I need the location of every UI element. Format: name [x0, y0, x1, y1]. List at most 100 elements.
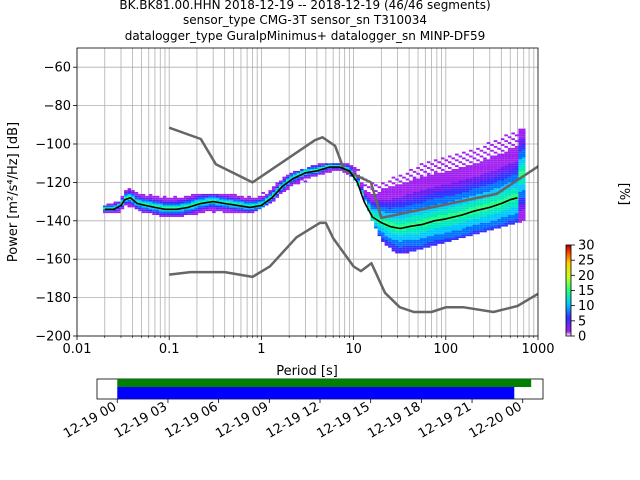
psd-histogram-cell: [437, 184, 442, 187]
psd-histogram-cell: [430, 182, 434, 185]
psd-histogram-cell: [419, 232, 424, 235]
psd-histogram-cell: [451, 199, 456, 202]
psd-histogram-cell: [476, 167, 480, 169]
psd-histogram-cell: [462, 205, 466, 208]
psd-histogram-cell: [391, 190, 396, 192]
psd-histogram-cell: [490, 220, 494, 223]
psd-histogram-cell: [194, 209, 199, 212]
psd-histogram-cell: [131, 201, 135, 204]
psd-histogram-cell: [409, 184, 413, 187]
psd-histogram-cell: [190, 203, 195, 206]
psd-histogram-cell: [155, 195, 160, 198]
psd-histogram-cell: [201, 209, 206, 212]
psd-histogram-cell: [173, 203, 177, 206]
psd-histogram-cell: [215, 197, 220, 200]
psd-histogram-cell: [395, 193, 399, 196]
psd-histogram-cell: [462, 216, 466, 219]
psd-histogram-cell: [381, 209, 385, 212]
psd-histogram-cell: [462, 176, 466, 179]
psd-histogram-cell: [236, 197, 241, 200]
timeline-tick-label: 12-19 12: [264, 399, 322, 441]
psd-histogram-cell: [476, 222, 480, 225]
psd-histogram-cell: [451, 211, 456, 214]
y-tick-label: −100: [35, 138, 71, 153]
psd-histogram-cell: [444, 180, 449, 183]
psd-histogram-cell: [409, 197, 413, 200]
psd-histogram-cell: [433, 240, 438, 242]
psd-histogram-cell: [155, 199, 160, 202]
psd-histogram-cell: [391, 236, 396, 239]
psd-histogram-cell: [338, 165, 343, 168]
psd-histogram-cell: [493, 203, 498, 206]
psd-histogram-cell: [504, 134, 508, 137]
psd-histogram-cell: [405, 186, 410, 189]
psd-histogram-cell: [384, 199, 389, 202]
psd-histogram-cell: [472, 186, 477, 189]
psd-histogram-cell: [440, 192, 445, 194]
psd-histogram-cell: [384, 230, 389, 233]
psd-histogram-cell: [483, 178, 487, 181]
psd-histogram-cell: [444, 240, 449, 242]
psd-histogram-cell: [521, 134, 526, 137]
psd-histogram-cell: [426, 241, 431, 244]
psd-histogram-cell: [455, 172, 459, 175]
psd-histogram-cell: [222, 209, 227, 212]
psd-histogram-cell: [370, 203, 375, 206]
psd-histogram-cell: [507, 188, 512, 191]
psd-histogram-cell: [412, 190, 417, 192]
psd-histogram-cell: [296, 180, 301, 183]
psd-histogram-cell: [155, 211, 160, 214]
psd-histogram-cell: [169, 207, 174, 210]
psd-histogram-cell: [426, 224, 431, 227]
psd-histogram-cell: [261, 192, 265, 194]
psd-histogram-cell: [472, 178, 477, 181]
psd-histogram-cell: [493, 178, 498, 181]
psd-histogram-cell: [395, 197, 399, 200]
psd-histogram-cell: [430, 176, 434, 179]
psd-histogram-cell: [507, 151, 512, 154]
psd-histogram-cell: [409, 232, 413, 235]
psd-histogram-cell: [405, 222, 410, 225]
psd-histogram-cell: [124, 201, 128, 204]
psd-histogram-cell: [504, 184, 508, 187]
psd-histogram-cell: [300, 178, 304, 181]
psd-histogram-cell: [430, 232, 434, 235]
psd-histogram-cell: [440, 209, 445, 212]
psd-histogram-cell: [173, 201, 177, 204]
psd-histogram-cell: [247, 199, 251, 202]
psd-histogram-cell: [493, 220, 498, 223]
psd-histogram-cell: [447, 190, 452, 192]
psd-histogram-cell: [497, 197, 501, 200]
psd-histogram-cell: [409, 193, 413, 196]
psd-histogram-cell: [190, 201, 195, 204]
psd-histogram-cell: [398, 180, 403, 183]
psd-histogram-cell: [152, 213, 156, 216]
psd-histogram-cell: [419, 197, 424, 200]
psd-histogram-cell: [476, 190, 480, 192]
psd-histogram-cell: [518, 161, 522, 164]
psd-histogram-cell: [423, 199, 427, 202]
psd-histogram-cell: [433, 201, 438, 204]
psd-histogram-cell: [465, 195, 470, 198]
psd-histogram-cell: [148, 199, 153, 202]
psd-histogram-cell: [381, 236, 385, 239]
psd-histogram-cell: [504, 163, 508, 166]
psd-histogram-cell: [187, 197, 192, 200]
psd-histogram-cell: [433, 241, 438, 244]
psd-histogram-cell: [162, 203, 167, 206]
psd-histogram-cell: [433, 226, 438, 229]
psd-histogram-cell: [233, 205, 237, 208]
psd-histogram-cell: [500, 163, 505, 166]
psd-histogram-cell: [504, 211, 508, 214]
psd-histogram-cell: [102, 209, 107, 212]
psd-histogram-cell: [507, 176, 512, 179]
psd-histogram-cell: [497, 205, 501, 208]
psd-histogram-cell: [479, 201, 484, 204]
psd-histogram-cell: [469, 178, 473, 181]
psd-histogram-cell: [381, 234, 385, 237]
psd-histogram-cell: [212, 201, 216, 204]
psd-histogram-cell: [462, 192, 466, 194]
psd-histogram-cell: [169, 215, 174, 217]
psd-histogram-cell: [162, 205, 167, 208]
psd-histogram-cell: [444, 159, 449, 162]
